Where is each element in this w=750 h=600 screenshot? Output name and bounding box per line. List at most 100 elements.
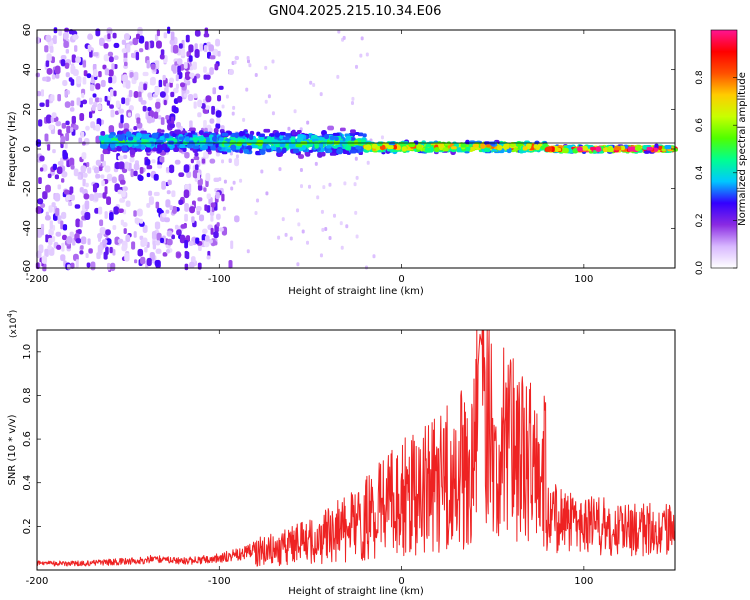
heatmap-cell (486, 144, 491, 148)
heatmap-cell (60, 54, 67, 60)
heatmap-cell (291, 129, 296, 136)
heatmap-cell (337, 29, 341, 34)
heatmap-cell (194, 29, 201, 37)
heatmap-cell (170, 91, 175, 98)
heatmap-cell (69, 107, 75, 112)
heatmap-cell (111, 176, 117, 184)
heatmap-cell (148, 196, 154, 205)
heatmap-cell (203, 132, 210, 138)
heatmap-cell (179, 234, 186, 244)
heatmap-cell (109, 89, 114, 97)
heatmap-cell (256, 198, 260, 203)
heatmap-cell (168, 164, 175, 174)
heatmap-cell (212, 48, 219, 57)
heatmap-cell (146, 257, 152, 267)
heatmap-cell (156, 140, 164, 144)
heatmap-cell (70, 127, 74, 133)
heatmap-cell (203, 239, 210, 248)
heatmap-cell (109, 211, 114, 221)
heatmap-cell (97, 192, 103, 198)
heatmap-cell (89, 84, 95, 92)
heatmap-cell (118, 142, 125, 147)
heatmap-cell (212, 136, 217, 142)
heatmap-cell (124, 161, 130, 170)
heatmap-cell (279, 131, 286, 136)
heatmap-cell (318, 137, 323, 141)
heatmap-cell (278, 167, 282, 172)
heatmap-cell (77, 229, 82, 235)
heatmap-cell (86, 262, 91, 268)
heatmap-cell (184, 151, 190, 159)
heatmap-cell (66, 236, 73, 245)
heatmap-cell (360, 36, 364, 41)
heatmap-cell (156, 207, 163, 214)
snr-panel: -200 -100 0 100 0.2 0.4 0.6 0.8 1.0 Height of s… (6, 310, 676, 597)
heatmap-cell (105, 229, 111, 236)
heatmap-cell (304, 151, 310, 156)
heatmap-cell (147, 106, 152, 112)
heatmap-cell (296, 137, 304, 143)
heatmap-cell (239, 178, 243, 183)
heatmap-cell (93, 69, 98, 77)
heatmap-cell (168, 140, 174, 145)
heatmap-cell (139, 218, 144, 224)
heatmap-cell (378, 141, 383, 147)
heatmap-cell (139, 167, 144, 174)
snr-y-multiplier-close: ) (9, 310, 19, 314)
heatmap-cell (107, 51, 114, 57)
heatmap-cell (106, 27, 113, 35)
heatmap-cell (72, 34, 79, 40)
heatmap-cell (102, 192, 107, 199)
heatmap-cell (44, 133, 49, 142)
heatmap-cell (221, 104, 225, 109)
heatmap-cell (88, 248, 93, 254)
heatmap-cell (90, 79, 96, 84)
heatmap-cell (35, 72, 40, 78)
heatmap-cell (189, 206, 196, 214)
heatmap-cell (60, 135, 66, 145)
heatmap-cell (73, 124, 79, 131)
heatmap-cell (134, 217, 140, 224)
heatmap-cell (70, 194, 75, 201)
heatmap-cell (228, 158, 232, 163)
heatmap-cell (175, 121, 181, 128)
heatmap-cell (48, 237, 53, 246)
heatmap-cell (408, 142, 416, 148)
heatmap-cell (489, 141, 496, 146)
heatmap-cell (271, 139, 279, 145)
snr-y-axis: 0.2 0.4 0.6 0.8 1.0 (22, 344, 41, 534)
heatmap-cell (106, 100, 111, 106)
heatmap-cell (319, 92, 323, 97)
heatmap-cell (61, 171, 68, 178)
heatmap-cell (87, 44, 92, 52)
heatmap-cell (198, 214, 205, 222)
heatmap-cell (121, 244, 127, 252)
heatmap-cell (173, 147, 180, 153)
heatmap-cell (234, 145, 241, 150)
heatmap-cell (130, 168, 134, 178)
heatmap-cell (206, 255, 211, 260)
heatmap-cell (61, 242, 65, 252)
heatmap-cell (332, 132, 340, 136)
heatmap-cell (203, 74, 208, 80)
colorbar-tick-label: 0.2 (695, 213, 705, 227)
heatmap-cell (103, 54, 110, 62)
heatmap-cell (166, 230, 173, 237)
heatmap-cell (209, 158, 216, 164)
heatmap-cell (86, 73, 92, 79)
heatmap-cell (87, 167, 92, 174)
heatmap-cell (627, 146, 635, 152)
heatmap-cell (189, 261, 195, 269)
heatmap-cell (516, 143, 524, 147)
heatmap-cell (201, 145, 208, 150)
heatmap-cell (221, 151, 228, 155)
heatmap-cell (39, 155, 45, 162)
snr-x-axis-label: Height of straight line (km) (288, 586, 424, 597)
heatmap-cell (321, 227, 325, 232)
heatmap-cell (142, 237, 148, 247)
snr-y-axis-label: SNR (10 * v/v) (7, 414, 18, 485)
heatmap-cell (121, 48, 128, 54)
heatmap-cell (285, 139, 290, 144)
heatmap-cell (316, 195, 320, 200)
heatmap-cell (99, 226, 106, 235)
